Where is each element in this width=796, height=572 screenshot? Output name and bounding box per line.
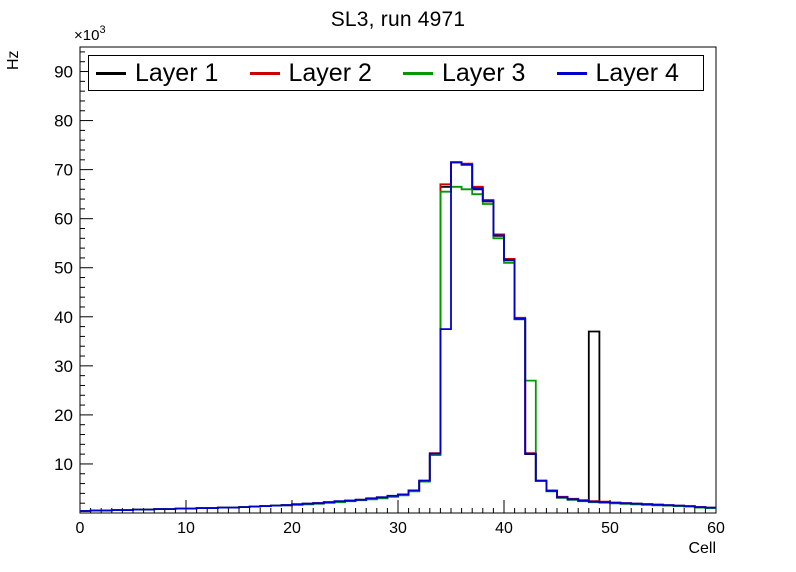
legend-label: Layer 3 — [442, 58, 526, 87]
y-tick-label: 40 — [54, 308, 73, 327]
y-tick-label: 30 — [54, 357, 73, 376]
y-tick-label: 10 — [54, 455, 73, 474]
y-tick-label: 60 — [54, 210, 73, 229]
series-layer-2 — [80, 161, 716, 512]
y-tick-label: 80 — [54, 112, 73, 131]
legend-entry-layer-2: Layer 2 — [243, 58, 397, 87]
plot-frame — [79, 46, 717, 514]
x-tick-label: 10 — [177, 520, 195, 537]
chart-title: SL3, run 4971 — [330, 8, 466, 31]
series-layer-4 — [80, 161, 716, 512]
legend-entry-layer-3: Layer 3 — [396, 58, 550, 87]
y-tick-label: 50 — [54, 259, 73, 278]
series-layer-3 — [80, 185, 716, 512]
legend-line-sample — [556, 71, 587, 75]
legend-label: Layer 4 — [595, 58, 679, 87]
series-group — [80, 161, 716, 512]
legend-entry-layer-1: Layer 1 — [89, 58, 243, 87]
legend-entry-layer-4: Layer 4 — [550, 58, 704, 87]
series-layer-1 — [80, 161, 716, 512]
y-axis-power-label: ×103 — [74, 24, 106, 44]
y-axis-title: Hz — [5, 50, 22, 70]
x-tick-label: 60 — [707, 520, 725, 537]
x-axis: 0 10 20 30 40 50 60 Cell — [76, 500, 725, 557]
x-tick-label: 50 — [601, 520, 619, 537]
y-tick-label: 70 — [54, 161, 73, 180]
y-tick-label: 20 — [54, 406, 73, 425]
x-tick-label: 40 — [495, 520, 513, 537]
legend-line-sample — [249, 71, 280, 75]
x-tick-label: 30 — [389, 520, 407, 537]
x-tick-label: 20 — [283, 520, 301, 537]
x-axis-title: Cell — [688, 540, 716, 557]
x-tick-label: 0 — [76, 520, 85, 537]
legend-label: Layer 1 — [135, 58, 219, 87]
legend-line-sample — [96, 71, 126, 75]
legend: Layer 1 Layer 2 Layer 3 Layer 4 — [88, 55, 704, 91]
legend-line-sample — [403, 71, 433, 75]
legend-label: Layer 2 — [288, 58, 372, 87]
y-tick-label: 90 — [54, 63, 73, 82]
y-axis: 10 20 30 40 50 60 70 80 90 Hz ×103 — [5, 24, 106, 514]
